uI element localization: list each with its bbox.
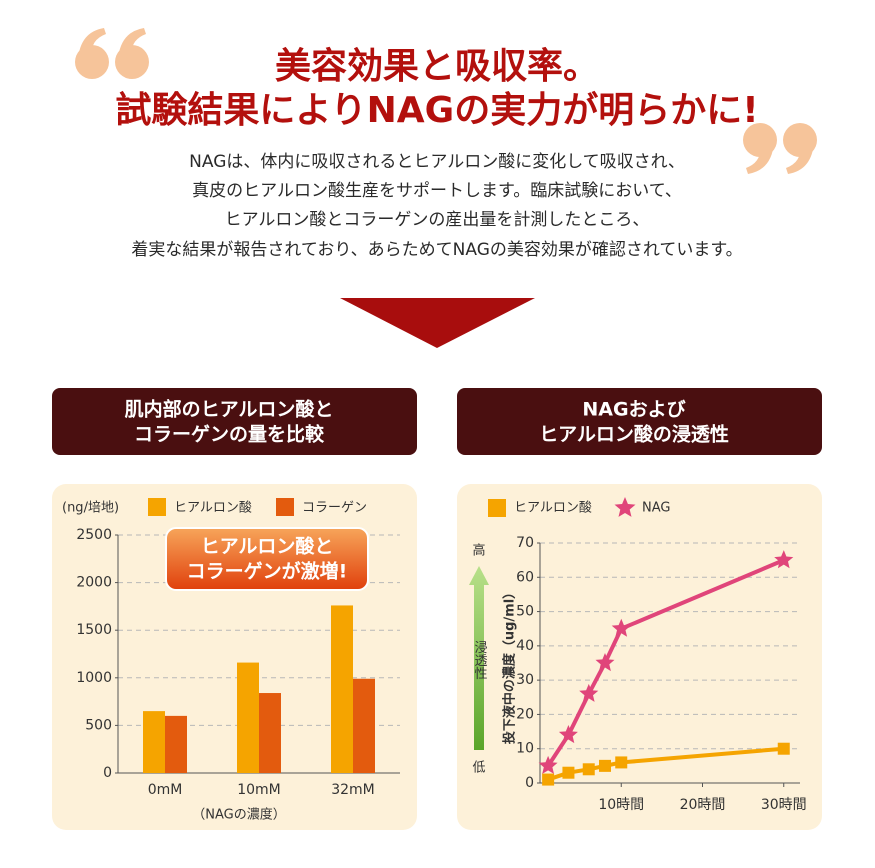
y-tick-label: 20 bbox=[516, 706, 534, 722]
marker-square bbox=[582, 763, 595, 776]
title-line: 美容効果と吸収率。 bbox=[275, 46, 599, 87]
scale-middle: 浸透性 bbox=[472, 641, 488, 680]
marker-square bbox=[777, 742, 790, 755]
x-tick-label: 10時間 bbox=[598, 797, 644, 813]
callout-text: コラーゲンが激増! bbox=[187, 560, 348, 583]
x-tick-label: 10mM bbox=[237, 782, 281, 798]
legend-swatch bbox=[614, 497, 636, 517]
paragraph-line: ヒアルロン酸とコラーゲンの産出量を計測したところ、 bbox=[225, 210, 650, 230]
x-tick-label: 0mM bbox=[148, 782, 183, 798]
x-tick-label: 30時間 bbox=[761, 797, 807, 813]
marker-square bbox=[542, 773, 555, 786]
quote-close bbox=[743, 123, 817, 174]
bar bbox=[237, 662, 259, 773]
panel bbox=[457, 484, 822, 830]
y-tick-label: 40 bbox=[516, 638, 534, 654]
y-tick-label: 2500 bbox=[76, 527, 112, 543]
panel-title: NAGおよび bbox=[582, 399, 685, 421]
legend-swatch bbox=[276, 498, 294, 516]
marker-square bbox=[599, 759, 611, 772]
bar bbox=[331, 605, 353, 773]
legend-label: ヒアルロン酸 bbox=[514, 501, 592, 516]
y-tick-label: 50 bbox=[516, 604, 534, 620]
title-line: 試験結果によりNAGの実力が明らかに! bbox=[115, 90, 758, 131]
scale-low: 低 bbox=[472, 761, 485, 776]
legend-swatch bbox=[488, 499, 506, 517]
marker-star bbox=[774, 550, 794, 569]
panel-title: ヒアルロン酸の浸透性 bbox=[539, 423, 729, 446]
y-tick-label: 0 bbox=[525, 775, 534, 791]
y-axis-label: 投下液中の濃度（ug/ml） bbox=[502, 586, 518, 744]
down-arrow bbox=[340, 298, 535, 348]
x-axis-label: （NAGの濃度） bbox=[192, 807, 285, 823]
marker-star bbox=[538, 755, 558, 774]
scale-high: 高 bbox=[472, 543, 485, 559]
y-tick-label: 1000 bbox=[76, 670, 112, 686]
marker-square bbox=[562, 766, 575, 779]
y-axis-label: (ng/培地) bbox=[62, 500, 119, 516]
x-tick-label: 32mM bbox=[331, 782, 375, 798]
bar bbox=[165, 715, 187, 773]
y-tick-label: 0 bbox=[103, 765, 112, 781]
marker-star bbox=[595, 653, 615, 672]
x-tick-label: 20時間 bbox=[680, 797, 726, 813]
y-tick-label: 10 bbox=[516, 741, 534, 757]
marker-star bbox=[579, 683, 599, 702]
bar bbox=[259, 693, 281, 773]
y-tick-label: 30 bbox=[516, 672, 534, 688]
charts: 肌内部のヒアルロン酸とコラーゲンの量を比較0500100015002000250… bbox=[62, 398, 807, 823]
callout bbox=[165, 527, 369, 591]
legend-swatch bbox=[148, 498, 166, 516]
panel-header bbox=[457, 388, 822, 455]
marker-square bbox=[615, 756, 628, 769]
y-tick-label: 70 bbox=[516, 535, 534, 551]
y-tick-label: 2000 bbox=[76, 575, 112, 591]
bar bbox=[353, 678, 375, 773]
y-tick-label: 500 bbox=[85, 717, 112, 733]
y-tick-label: 1500 bbox=[76, 622, 112, 638]
paragraph-line: 着実な結果が報告されており、あらためてNAGの美容効果が確認されています。 bbox=[131, 240, 742, 260]
legend-label: ヒアルロン酸 bbox=[174, 501, 252, 516]
legend-label: NAG bbox=[642, 501, 670, 516]
paragraph-line: NAGは、体内に吸収されるとヒアルロン酸に変化して吸収され、 bbox=[189, 152, 685, 172]
scale-arrow bbox=[469, 566, 489, 750]
marker-star bbox=[558, 725, 578, 744]
quote-open bbox=[75, 28, 149, 79]
panel-title: コラーゲンの量を比較 bbox=[134, 423, 325, 446]
legend-label: コラーゲン bbox=[302, 501, 367, 516]
y-tick-label: 60 bbox=[516, 569, 534, 585]
panel-title: 肌内部のヒアルロン酸と bbox=[125, 398, 334, 421]
panel-header bbox=[52, 388, 417, 455]
bar bbox=[143, 711, 165, 773]
callout-text: ヒアルロン酸と bbox=[201, 535, 334, 558]
paragraph-line: 真皮のヒアルロン酸生産をサポートします。臨床試験において、 bbox=[192, 181, 682, 201]
marker-star bbox=[611, 618, 631, 637]
